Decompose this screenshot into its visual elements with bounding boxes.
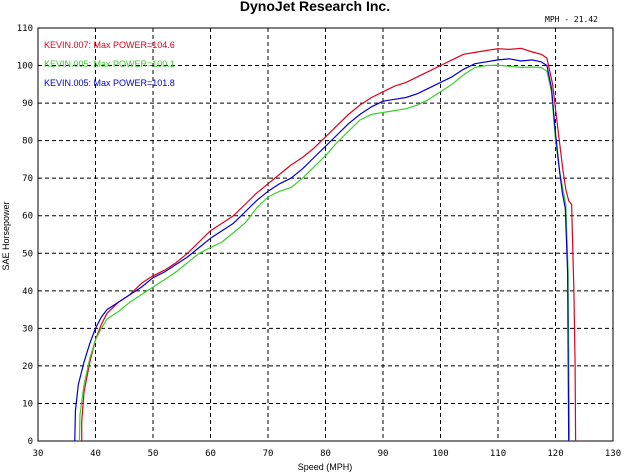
y-tick-label: 50 bbox=[22, 249, 33, 259]
x-tick-label: 50 bbox=[148, 449, 159, 459]
x-tick-label: 120 bbox=[547, 449, 563, 459]
y-tick-label: 30 bbox=[22, 324, 33, 334]
y-tick-label: 0 bbox=[28, 437, 33, 447]
x-tick-label: 110 bbox=[490, 449, 506, 459]
y-tick-label: 90 bbox=[22, 99, 33, 109]
y-tick-label: 70 bbox=[22, 174, 33, 184]
y-tick-label: 80 bbox=[22, 137, 33, 147]
y-tick-label: 20 bbox=[22, 362, 33, 372]
series-line-1 bbox=[81, 47, 577, 442]
chart-title: DynoJet Research Inc. bbox=[240, 0, 390, 14]
legend-entry-3: KEVIN.005: Max POWER=101.8 bbox=[44, 78, 175, 88]
x-tick-label: 130 bbox=[605, 449, 621, 459]
series-line-3 bbox=[74, 58, 570, 442]
x-tick-label: 100 bbox=[432, 449, 448, 459]
series-line-2 bbox=[78, 64, 570, 442]
x-tick-label: 40 bbox=[90, 449, 101, 459]
legend-entry-1: KEVIN.007: Max POWER=104.6 bbox=[44, 40, 175, 50]
y-tick-label: 10 bbox=[22, 399, 33, 409]
y-tick-label: 60 bbox=[22, 212, 33, 222]
x-tick-label: 60 bbox=[205, 449, 216, 459]
x-tick-label: 80 bbox=[320, 449, 331, 459]
x-tick-label: 30 bbox=[33, 449, 44, 459]
legend-entry-2: KEVIN.005: Max POWER=100.1 bbox=[44, 59, 175, 69]
y-tick-label: 100 bbox=[17, 62, 33, 72]
y-axis-label: SAE Horsepower bbox=[1, 201, 11, 270]
chart-note: MPH - 21.42 bbox=[545, 15, 598, 24]
y-tick-label: 110 bbox=[17, 24, 33, 34]
x-axis-label: Speed (MPH) bbox=[298, 462, 353, 472]
x-tick-label: 90 bbox=[378, 449, 389, 459]
x-tick-label: 70 bbox=[263, 449, 274, 459]
y-tick-label: 40 bbox=[22, 287, 33, 297]
